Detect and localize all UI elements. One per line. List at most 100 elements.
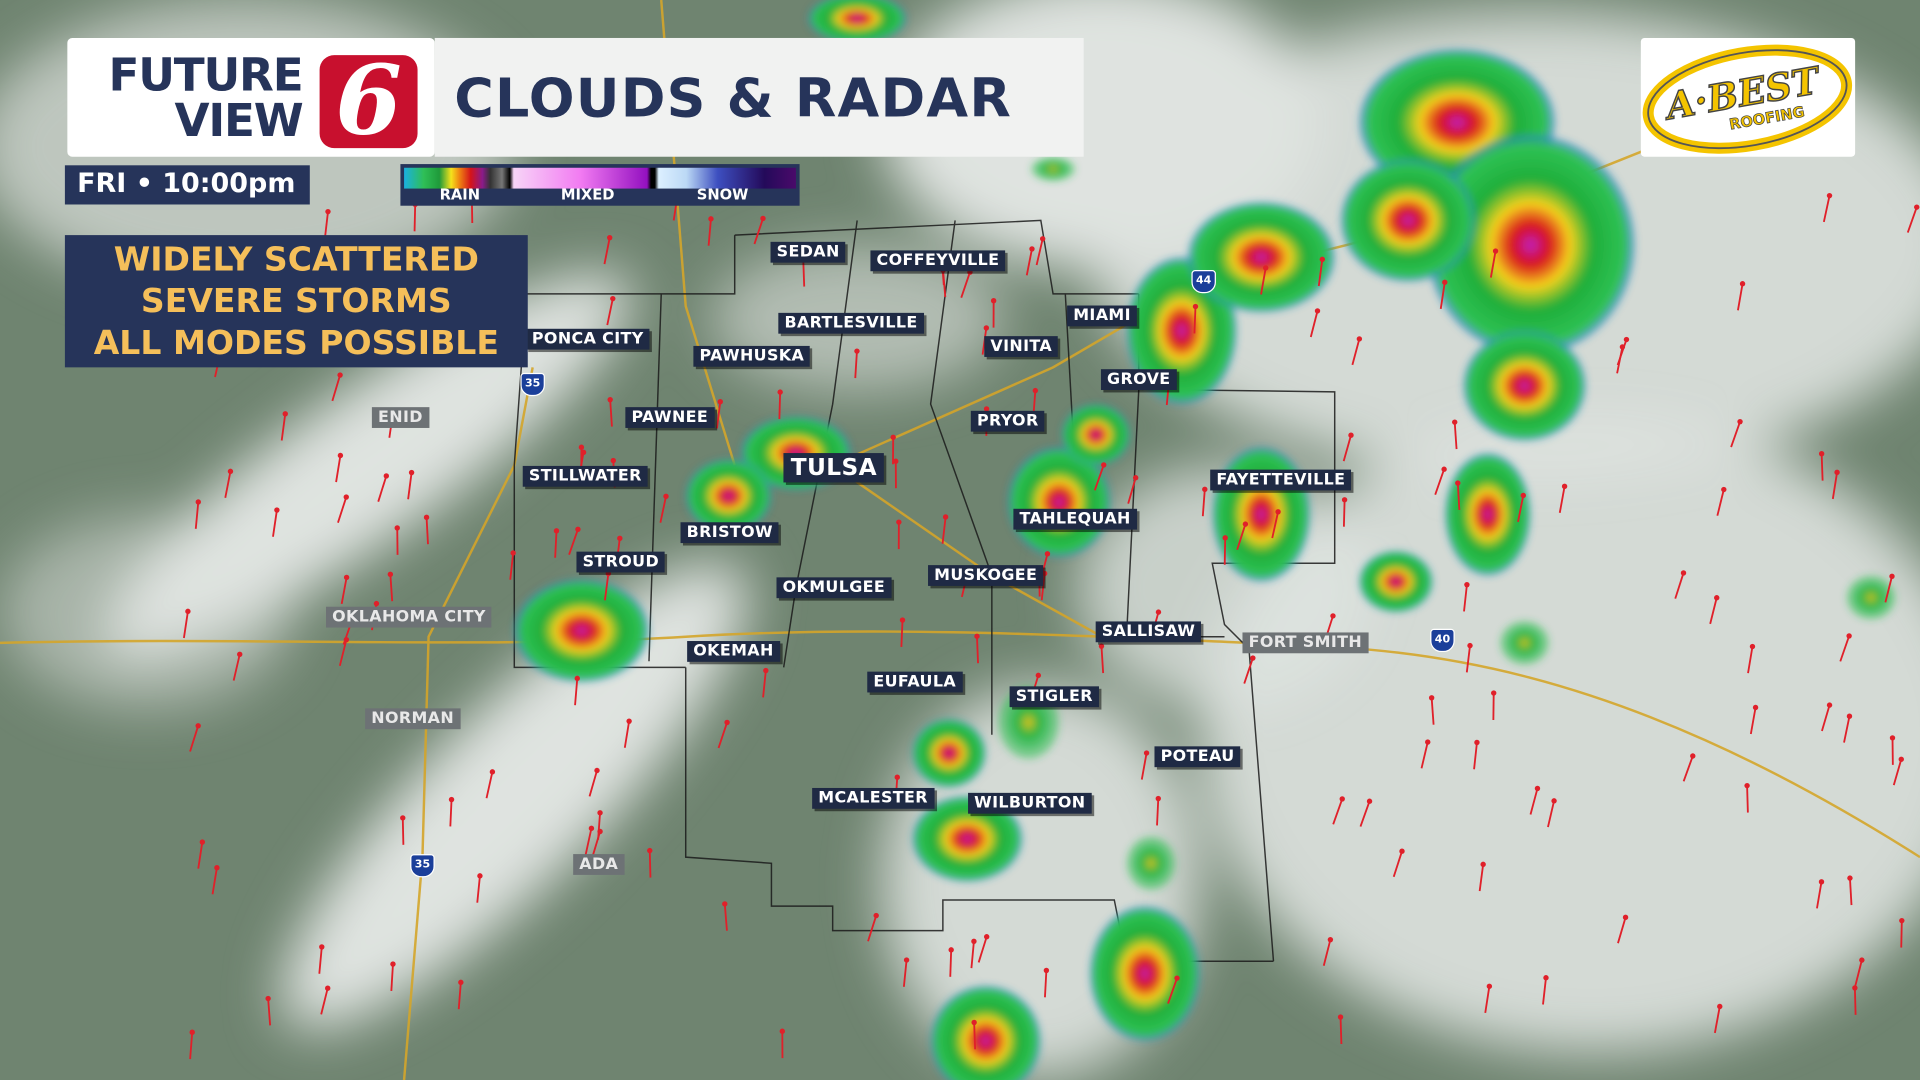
city-label-ponca-city: PONCA CITY bbox=[525, 328, 650, 350]
wind-arrow bbox=[762, 670, 767, 698]
wind-arrow-head bbox=[1442, 279, 1448, 285]
wind-arrow bbox=[189, 1032, 194, 1060]
wind-arrow-head bbox=[1425, 739, 1431, 745]
wind-arrow bbox=[1342, 499, 1346, 527]
wind-arrow-head bbox=[1847, 875, 1853, 881]
wind-arrow bbox=[867, 915, 878, 942]
wind-arrow bbox=[1747, 646, 1754, 674]
wind-arrow bbox=[340, 577, 348, 605]
wind-arrow-head bbox=[575, 526, 581, 532]
city-label-grove: GROVE bbox=[1100, 369, 1177, 391]
wind-arrow bbox=[716, 401, 722, 429]
wind-arrow-head bbox=[1622, 914, 1629, 921]
wind-arrow-head bbox=[1044, 551, 1051, 557]
wind-arrow-head bbox=[1551, 798, 1557, 804]
wind-arrow bbox=[331, 374, 341, 402]
wind-arrow bbox=[1682, 755, 1694, 782]
wind-arrow bbox=[1892, 759, 1903, 786]
city-label-fort-smith: FORT SMITH bbox=[1242, 632, 1369, 654]
wind-arrow-head bbox=[903, 957, 910, 963]
wind-arrow bbox=[509, 552, 515, 580]
wind-arrow-head bbox=[1262, 265, 1269, 271]
wind-arrow bbox=[1547, 800, 1555, 828]
wind-arrow-head bbox=[647, 847, 653, 854]
wind-arrow-head bbox=[983, 325, 990, 331]
wind-arrow-head bbox=[983, 406, 990, 412]
city-label-mcalester: MCALESTER bbox=[812, 787, 935, 809]
wind-arrow-head bbox=[1752, 704, 1759, 711]
wind-arrow-head bbox=[597, 810, 603, 816]
wind-arrow bbox=[1453, 422, 1458, 450]
wind-arrow bbox=[603, 237, 611, 265]
wind-arrow-head bbox=[1914, 204, 1920, 210]
interstate-shield-44: 44 bbox=[1191, 270, 1216, 294]
wind-arrow bbox=[1156, 798, 1160, 826]
wind-arrow bbox=[1820, 453, 1824, 481]
wind-arrow-head bbox=[607, 234, 613, 241]
wind-arrow bbox=[1236, 523, 1247, 551]
wind-arrow-head bbox=[779, 1028, 785, 1034]
channel-6-logo: 6 bbox=[319, 53, 418, 149]
wind-arrow bbox=[338, 639, 348, 667]
wind-arrow bbox=[1843, 716, 1851, 743]
wind-arrow-head bbox=[971, 938, 977, 944]
wind-arrow-head bbox=[282, 411, 288, 417]
wind-arrow-head bbox=[1846, 633, 1852, 639]
wind-arrow-head bbox=[1029, 246, 1035, 252]
wind-arrow-head bbox=[1242, 521, 1249, 527]
wind-arrow-head bbox=[610, 295, 616, 302]
wind-arrow bbox=[1463, 584, 1468, 612]
wind-arrow-head bbox=[319, 944, 325, 950]
wind-arrow-head bbox=[854, 348, 860, 354]
interstate-shield-35: 35 bbox=[520, 372, 545, 397]
wind-arrow-head bbox=[1852, 985, 1858, 991]
wind-arrow bbox=[1093, 464, 1105, 491]
wind-arrow-head bbox=[337, 452, 344, 459]
wind-arrow-head bbox=[894, 774, 900, 780]
wind-arrow bbox=[1473, 742, 1478, 770]
wind-arrow bbox=[280, 413, 287, 441]
wind-arrow bbox=[183, 611, 189, 639]
wind-arrow bbox=[1430, 697, 1435, 725]
wind-arrow bbox=[272, 509, 278, 537]
city-label-bartlesville: BARTLESVILLE bbox=[778, 312, 924, 334]
wind-arrow-head bbox=[588, 825, 595, 832]
wind-arrow bbox=[401, 817, 405, 845]
city-label-poteau: POTEAU bbox=[1154, 746, 1241, 768]
city-label-wilburton: WILBURTON bbox=[968, 792, 1092, 814]
wind-arrow bbox=[1035, 238, 1044, 266]
wind-arrow bbox=[941, 516, 947, 544]
wind-arrow bbox=[1746, 785, 1749, 813]
wind-arrow bbox=[457, 982, 462, 1010]
wind-arrow bbox=[335, 455, 342, 483]
interstate-shield-40: 40 bbox=[1430, 628, 1455, 653]
city-label-stillwater: STILLWATER bbox=[522, 465, 648, 487]
wind-arrow-head bbox=[237, 651, 243, 658]
wind-arrow-head bbox=[626, 718, 632, 724]
wind-arrow-head bbox=[722, 901, 728, 907]
wind-arrow-head bbox=[777, 389, 783, 395]
forecast-time: FRI • 10:00pm bbox=[64, 165, 310, 205]
wind-arrow bbox=[588, 770, 598, 797]
wind-arrow-head bbox=[610, 457, 616, 464]
legend-rain: RAIN bbox=[439, 186, 481, 204]
wind-arrow-head bbox=[1337, 1014, 1344, 1020]
wind-arrow bbox=[609, 399, 613, 427]
wind-arrow-head bbox=[1192, 303, 1199, 310]
page-title: CLOUDS & RADAR bbox=[454, 67, 1013, 130]
wind-arrow-head bbox=[873, 912, 879, 919]
wind-arrow bbox=[977, 936, 988, 963]
storm-cells bbox=[514, 0, 1896, 1080]
wind-arrow-head bbox=[607, 396, 613, 403]
wind-arrow bbox=[1484, 986, 1491, 1014]
wind-arrow-head bbox=[1744, 782, 1750, 789]
wind-arrow bbox=[973, 1022, 977, 1050]
wind-arrow bbox=[1853, 987, 1857, 1015]
wind-arrow bbox=[1674, 572, 1685, 599]
city-label-okmulgee: OKMULGEE bbox=[776, 577, 892, 599]
wind-arrow-head bbox=[489, 769, 496, 775]
wind-arrow-head bbox=[983, 934, 990, 940]
wind-arrow-head bbox=[1889, 735, 1896, 741]
wind-arrow-head bbox=[1721, 486, 1727, 493]
wind-arrow bbox=[604, 573, 610, 601]
